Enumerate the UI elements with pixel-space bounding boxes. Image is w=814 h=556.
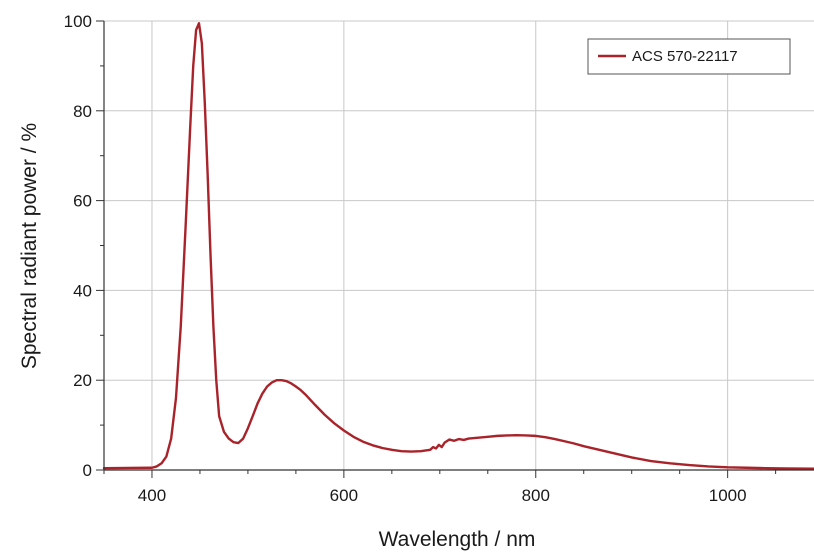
- y-tick-label-0: 0: [83, 461, 92, 480]
- y-tick-label-20: 20: [73, 371, 92, 390]
- y-tick-label-60: 60: [73, 192, 92, 211]
- legend-label: ACS 570-22117: [632, 48, 738, 65]
- axis-ticks: [96, 20, 777, 478]
- grid: [104, 20, 814, 470]
- y-tick-label-100: 100: [64, 12, 92, 31]
- legend: ACS 570-22117: [587, 38, 791, 75]
- axes: [103, 21, 814, 471]
- y-tick-label-40: 40: [73, 281, 92, 300]
- x-axis-title: Wavelength / nm: [379, 528, 536, 551]
- tick-labels: 400 600 800 1000 0 20 40 60 80 100: [64, 12, 747, 505]
- series-line-0: [102, 22, 814, 470]
- y-tick-label-80: 80: [73, 102, 92, 121]
- x-tick-label-800: 800: [522, 486, 550, 505]
- x-tick-label-600: 600: [330, 486, 358, 505]
- series-layer: [102, 22, 814, 470]
- y-axis-title: Spectral radiant power / %: [18, 123, 41, 369]
- x-tick-label-400: 400: [138, 486, 166, 505]
- x-tick-label-1000: 1000: [709, 486, 747, 505]
